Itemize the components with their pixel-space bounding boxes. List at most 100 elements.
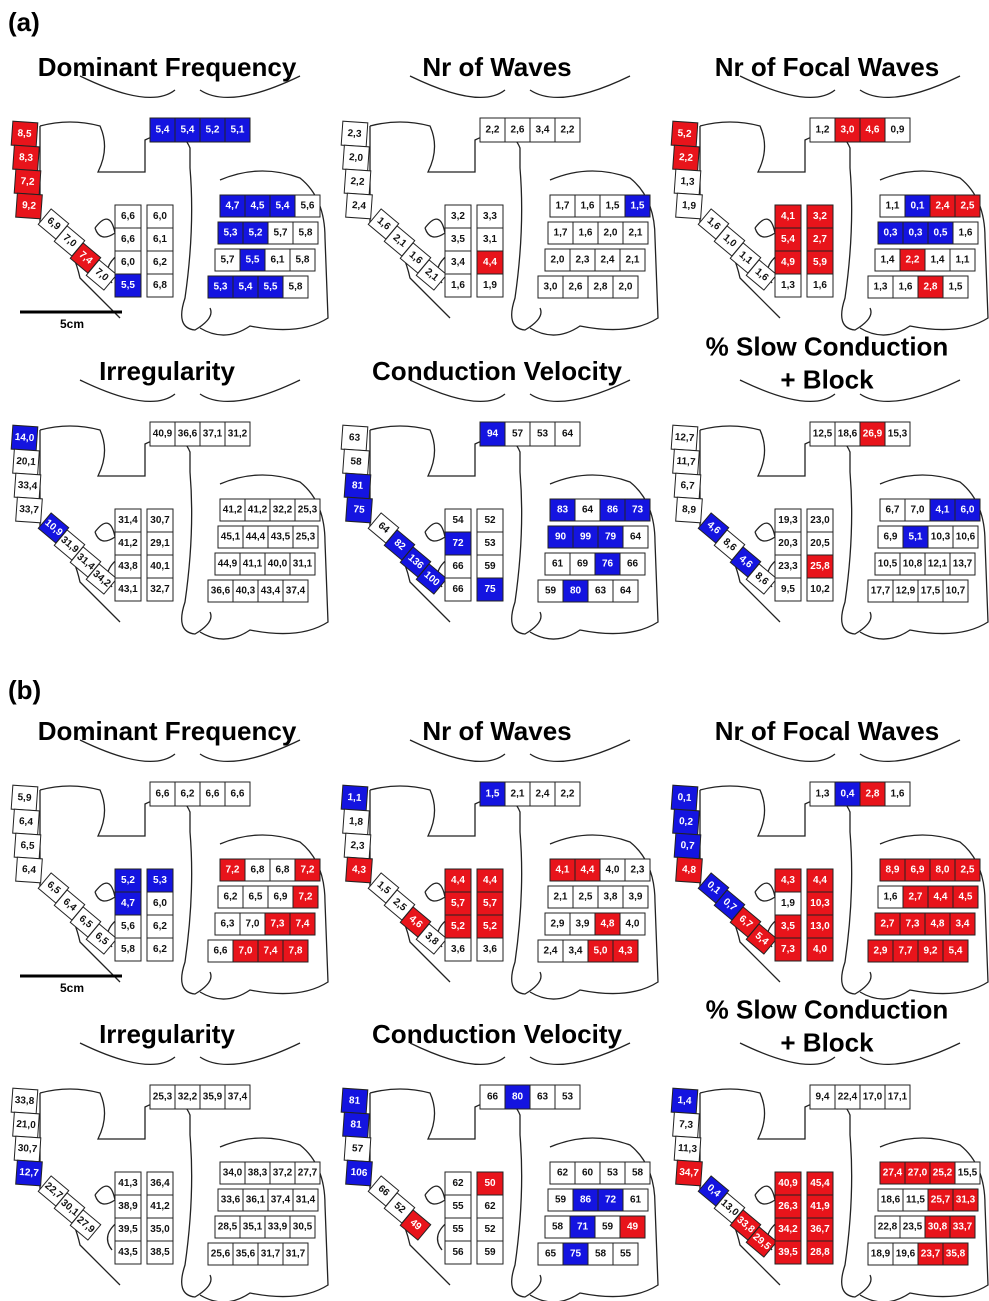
cell-box [954, 1161, 981, 1185]
cell: 10,5 [874, 552, 901, 576]
cell: 7,4 [289, 912, 316, 936]
cell-value: 1,9 [483, 280, 497, 291]
cell: 30,5 [289, 1215, 316, 1239]
cell: 39,5 [774, 1240, 802, 1265]
cell-value: 23,7 [921, 1249, 941, 1260]
cell-value: 52 [484, 515, 496, 526]
cell: 76 [594, 552, 621, 576]
cell-value: 39,5 [778, 1247, 798, 1258]
cell-box [834, 1084, 861, 1110]
cell-value: 0,1 [911, 201, 925, 212]
cell: 41,2 [146, 1194, 174, 1219]
cell-value: 40,3 [236, 586, 256, 597]
cell-value: 1,3 [680, 176, 695, 188]
cell: 12,7 [670, 424, 699, 452]
cell: 2,5 [954, 194, 981, 218]
cell: 2,5 [383, 889, 416, 921]
cell-value: 3,1 [483, 234, 497, 245]
cell: 6,8 [244, 858, 271, 882]
cell-value: 5,4 [949, 946, 963, 957]
cell-value: 66 [452, 584, 464, 595]
cell: 69 [569, 552, 596, 576]
cell-box [289, 1215, 316, 1239]
cell-value: 38,5 [150, 1247, 170, 1258]
cell: 1,4 [874, 248, 901, 272]
cell-value: 41,1 [243, 559, 263, 570]
atrium-outline [529, 474, 659, 640]
cell-value: 2,2 [906, 255, 920, 266]
cell-value: 5,8 [289, 282, 303, 293]
atrium-outline [859, 474, 989, 640]
panel-title: Nr of Waves [422, 716, 571, 746]
cell-value: 2,1 [626, 255, 640, 266]
cell: 49 [619, 1215, 646, 1239]
cell-value: 7,2 [20, 176, 35, 188]
cell: 2,1 [504, 781, 531, 807]
cell: 6,0 [954, 498, 981, 522]
atrium-outline [369, 121, 542, 331]
cell: 64 [554, 421, 581, 447]
cell-value: 6,0 [153, 898, 167, 909]
atrium-outline [369, 425, 542, 635]
cell-value: 2,5 [579, 892, 593, 903]
cell-box [554, 421, 581, 447]
cell-box [622, 221, 649, 245]
cell-value: 1,6 [579, 228, 593, 239]
cell-value: 12,5 [813, 429, 833, 440]
cell-box [114, 937, 142, 962]
cell-box [479, 117, 506, 143]
cell-value: 5,1 [231, 125, 245, 136]
cell: 52 [476, 1217, 504, 1242]
cell: 2,2 [554, 781, 581, 807]
cell: 6,6 [149, 781, 176, 807]
cell-value: 6,9 [884, 532, 898, 543]
cell-value: 3,6 [451, 944, 465, 955]
cell: 3,9 [622, 885, 649, 909]
cell-box [952, 1188, 979, 1212]
cell-value: 6,6 [214, 946, 228, 957]
cell-value: 44,9 [218, 559, 238, 570]
cell-value: 52 [484, 1224, 496, 1235]
cell: 58 [544, 1215, 571, 1239]
cell-box [529, 781, 556, 807]
cell: 6,2 [174, 781, 201, 807]
cell-value: 3,4 [956, 919, 970, 930]
cell-value: 27,4 [883, 1168, 903, 1179]
cell: 52 [476, 508, 504, 533]
cell: 1,3 [809, 781, 836, 807]
cell-box [806, 1240, 834, 1265]
cell: 64 [367, 512, 400, 544]
cell: 0,5 [927, 221, 954, 245]
cell-value: 4,4 [483, 875, 497, 886]
cell-box [294, 858, 321, 882]
cell: 13,7 [949, 552, 976, 576]
atrium-outline [39, 425, 212, 635]
cell: 2,2 [479, 117, 506, 143]
cell-value: 5,2 [206, 125, 220, 136]
cell: 33,6 [217, 1188, 244, 1212]
cell: 6,9 [904, 858, 931, 882]
cell-value: 6,0 [961, 505, 975, 516]
cell-value: 5,8 [121, 944, 135, 955]
cell-value: 83 [557, 505, 569, 516]
cell-value: 2,6 [511, 125, 525, 136]
cell-value: 6,2 [153, 257, 167, 268]
cell-value: 9,5 [781, 584, 795, 595]
cell: 8,9 [879, 858, 906, 882]
cell-value: 2,4 [544, 946, 558, 957]
cell-box [806, 273, 834, 298]
cell-box [476, 937, 504, 962]
cell-value: 25,6 [211, 1249, 231, 1260]
cell-value: 41,9 [810, 1201, 830, 1212]
cell: 30,1 [53, 1192, 86, 1224]
atrium-outline [39, 1088, 212, 1298]
cell-value: 1,1 [347, 792, 362, 804]
cell-value: 4,0 [626, 919, 640, 930]
cell: 10,6 [952, 525, 979, 549]
cell-value: 5,1 [909, 532, 923, 543]
cell: 5,2 [670, 120, 699, 148]
cell-value: 81 [350, 1119, 362, 1131]
cell-box [444, 577, 472, 602]
cell: 35,6 [232, 1242, 259, 1266]
cell: 37,1 [199, 421, 226, 447]
